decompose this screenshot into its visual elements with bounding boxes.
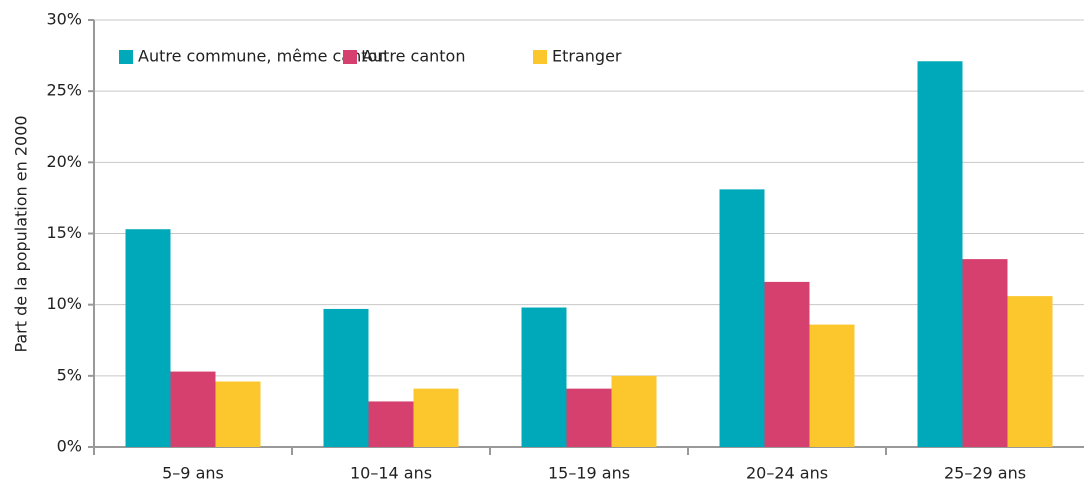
y-tick-label: 30% [46,10,82,29]
x-tick-label: 20–24 ans [746,464,828,483]
bar [566,388,612,447]
bar [170,371,216,447]
bar [809,324,855,447]
bar [323,308,369,447]
bar [413,388,459,447]
y-tick-label: 5% [57,365,82,384]
bar [611,375,657,447]
x-tick-label: 15–19 ans [548,464,630,483]
y-axis-label: Part de la population en 2000 [12,115,31,352]
y-tick-label: 0% [57,437,82,456]
legend-swatch [343,50,357,64]
bar [719,189,765,448]
bar [215,381,261,447]
bar [917,61,963,447]
legend-swatch [533,50,547,64]
legend-label: Etranger [552,47,622,66]
x-tick-label: 5–9 ans [162,464,224,483]
bar [764,281,810,447]
bar [1007,296,1053,447]
y-tick-label: 20% [46,152,82,171]
bar [962,259,1008,447]
y-tick-label: 10% [46,294,82,313]
legend-swatch [119,50,133,64]
y-tick-label: 15% [46,223,82,242]
legend-label: Autre canton [362,47,465,66]
legend-label: Autre commune, même canton [138,47,387,66]
x-tick-label: 10–14 ans [350,464,432,483]
x-tick-label: 25–29 ans [944,464,1026,483]
bar [368,401,414,447]
bar [521,307,567,447]
y-tick-label: 25% [46,81,82,100]
bar [125,229,171,447]
